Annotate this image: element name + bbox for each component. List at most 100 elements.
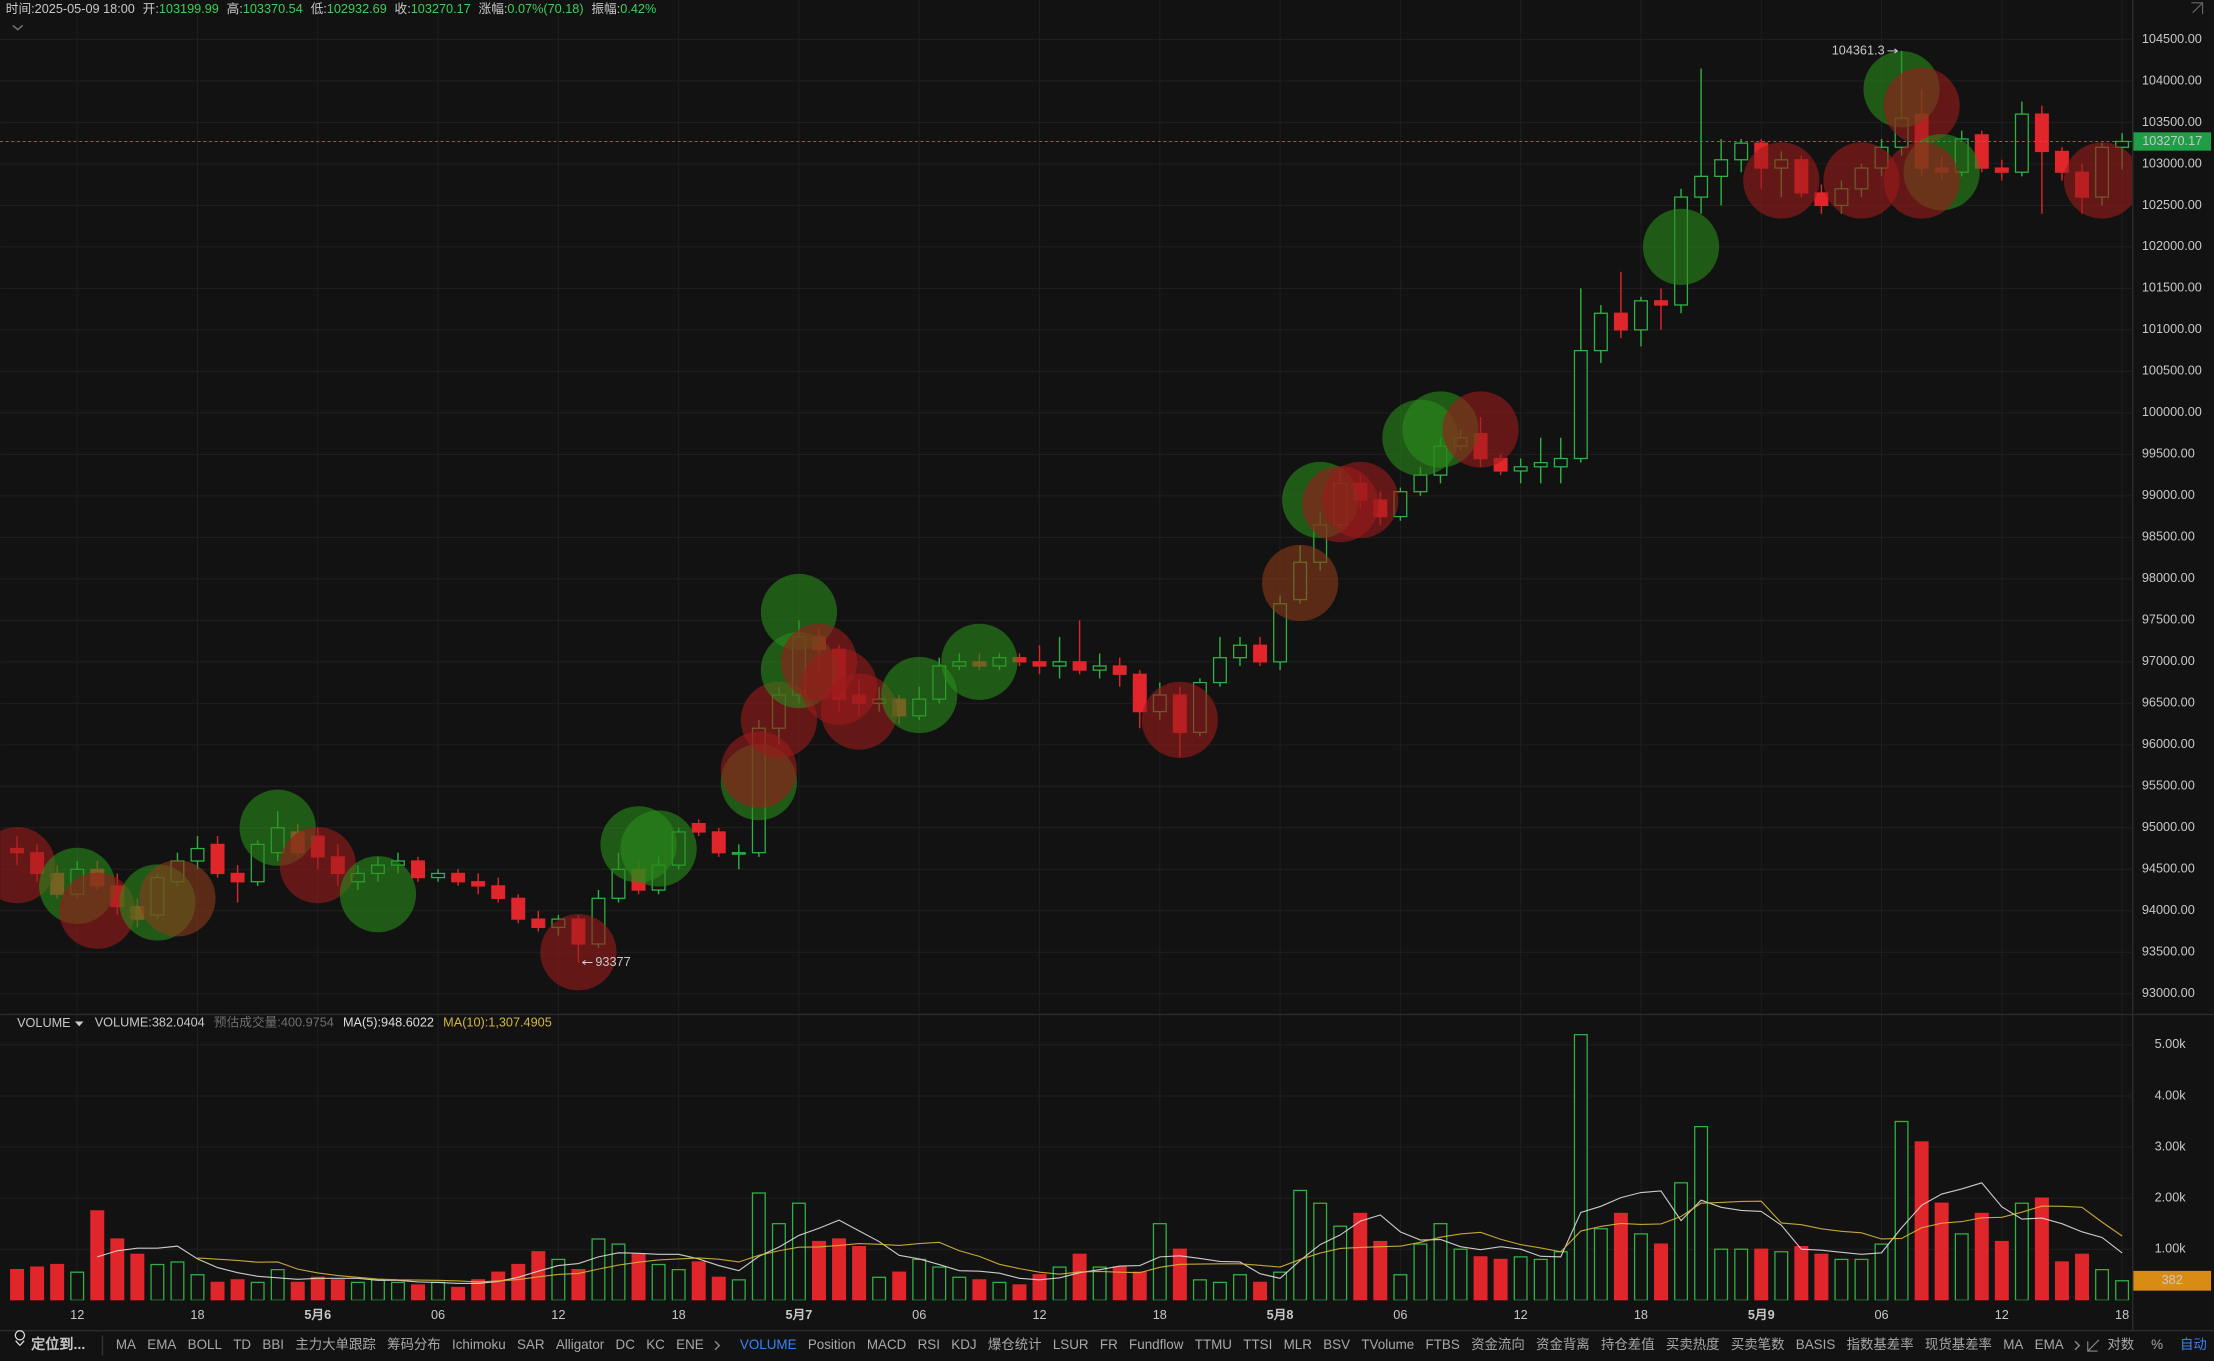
sub-indicator-tab[interactable]: TTMU [1195, 1337, 1232, 1352]
volume-bar [1834, 1258, 1849, 1301]
sub-indicator-tab[interactable]: 买卖笔数 [1731, 1337, 1785, 1352]
indicator-tab[interactable]: Alligator [556, 1337, 605, 1352]
sub-indicator-tab[interactable]: EMA [2035, 1337, 2064, 1352]
sub-indicator-tab[interactable]: BASIS [1796, 1337, 1836, 1352]
sub-indicator-tab[interactable]: LSUR [1053, 1337, 1089, 1352]
indicator-tab[interactable]: Ichimoku [452, 1337, 506, 1352]
volume-bar [811, 1240, 826, 1301]
sub-indicator-tab[interactable]: 爆仓统计 [988, 1337, 1042, 1352]
trade-bubble [2063, 142, 2132, 219]
indicator-tab[interactable]: KC [646, 1337, 665, 1352]
indicator-tab[interactable]: ENE [676, 1337, 704, 1352]
scale-option[interactable]: 自动 [2180, 1337, 2207, 1352]
dropdown-icon[interactable] [74, 1021, 84, 1027]
candle-body [1513, 466, 1528, 472]
x-tick-label: 06 [912, 1308, 926, 1322]
y-tick-label: 99500.00 [2142, 447, 2195, 461]
indicator-tab[interactable]: EMA [147, 1337, 176, 1352]
sub-indicator-tab[interactable]: Position [808, 1337, 856, 1352]
volume-bar [1152, 1223, 1167, 1301]
y-tick-label: 97000.00 [2142, 654, 2195, 668]
sub-indicator-tab[interactable]: MA [2003, 1337, 2023, 1352]
scale-option[interactable]: 对数 [2107, 1337, 2134, 1352]
candle-body [1112, 665, 1127, 675]
volume-bar [1694, 1125, 1709, 1301]
annotation-arrow [1887, 48, 1899, 54]
volume-bar [190, 1274, 205, 1301]
indicator-tab[interactable]: TD [233, 1337, 251, 1352]
low-value: 102932.69 [327, 2, 387, 16]
sub-indicator-tab[interactable]: MACD [867, 1337, 907, 1352]
indicator-tab[interactable]: BBI [262, 1337, 284, 1352]
y-tick-label: 103000.00 [2142, 156, 2202, 170]
volume-bar [130, 1253, 145, 1301]
locate-icon[interactable] [14, 1330, 26, 1346]
sub-indicator-tab[interactable]: BSV [1323, 1337, 1350, 1352]
sub-indicator-tab[interactable]: 现货基差率 [1925, 1336, 1992, 1352]
indicator-tab[interactable]: SAR [517, 1337, 545, 1352]
indicator-tab[interactable]: 筹码分布 [387, 1336, 441, 1352]
sub-indicator-tab[interactable]: FR [1100, 1337, 1118, 1352]
sub-indicator-tab[interactable]: RSI [918, 1337, 940, 1352]
candle-body [1613, 312, 1628, 331]
locate-button[interactable]: 定位到... [31, 1336, 85, 1352]
y-tick-label: 100500.00 [2142, 364, 2202, 378]
volume-bar [972, 1279, 987, 1301]
y-tick-label: 93500.00 [2142, 945, 2195, 959]
scale-option[interactable]: % [2151, 1337, 2163, 1352]
candle-body [711, 831, 726, 854]
y-tick-label: 96000.00 [2142, 737, 2195, 751]
indicator-tab[interactable]: DC [616, 1337, 636, 1352]
indicator-tab[interactable]: BOLL [188, 1337, 223, 1352]
annotation-arrow [581, 959, 593, 966]
volume-indicator-name[interactable]: VOLUME [17, 1016, 71, 1030]
trade-bubble [1262, 544, 1339, 622]
candle-body [471, 881, 486, 887]
ma10-legend: MA(10):1,307.4905 [443, 1016, 552, 1030]
sub-indicator-tab[interactable]: 指数基差率 [1847, 1336, 1914, 1352]
sub-indicator-tab[interactable]: KDJ [951, 1337, 976, 1352]
time: 2025-05-09 18:00 [35, 2, 135, 16]
sub-indicator-tab[interactable]: 资金流向 [1471, 1337, 1525, 1352]
volume-bar [1654, 1243, 1668, 1301]
close-value: 103270.17 [411, 2, 471, 16]
scroll-chevron[interactable] [2074, 1340, 2081, 1351]
volume-bar [1553, 1251, 1568, 1301]
sub-indicator-tab[interactable]: 资金背离 [1536, 1336, 1590, 1352]
candle-body [1413, 474, 1428, 493]
sub-indicator-tab[interactable]: VOLUME [740, 1337, 797, 1352]
sub-indicator-tab[interactable]: 买卖热度 [1666, 1337, 1720, 1352]
volume-bar [651, 1263, 666, 1301]
scroll-chevron[interactable] [714, 1340, 721, 1351]
change-label: 涨幅: [479, 2, 508, 16]
sub-indicator-tab[interactable]: 持仓差值 [1601, 1337, 1655, 1352]
volume-bar [1192, 1279, 1207, 1301]
low-annotation: 93377 [595, 955, 630, 969]
volume-bar [1333, 1225, 1348, 1301]
indicator-tab[interactable]: MA [116, 1337, 136, 1352]
sub-indicator-tab[interactable]: Fundflow [1129, 1337, 1184, 1352]
candle-body [1734, 142, 1749, 161]
sub-indicator-tab[interactable]: FTBS [1426, 1337, 1460, 1352]
candle-body [1593, 312, 1608, 352]
volume-bar [1513, 1256, 1528, 1301]
candle-body [491, 885, 506, 899]
trade-bubble [881, 656, 958, 734]
indicator-tab[interactable]: 主力大单跟踪 [295, 1337, 375, 1352]
volume-bar [1253, 1281, 1268, 1301]
x-tick-label: 5月7 [786, 1308, 813, 1322]
volume-tick-label: 5.00k [2155, 1037, 2187, 1051]
expand-icon[interactable] [2191, 2, 2204, 15]
volume-bar [1052, 1266, 1067, 1301]
volume-bar [30, 1266, 45, 1301]
collapse-icon[interactable] [12, 24, 24, 31]
edit-icon[interactable] [2087, 1339, 2100, 1352]
volume-bar [1914, 1141, 1929, 1301]
candle-body [1533, 462, 1548, 468]
sub-indicator-tab[interactable]: TVolume [1361, 1337, 1414, 1352]
trade-bubble [1823, 142, 1900, 219]
volume-bar [310, 1276, 325, 1301]
sub-indicator-tab[interactable]: TTSI [1243, 1337, 1272, 1352]
volume-bar [1613, 1212, 1628, 1301]
sub-indicator-tab[interactable]: MLR [1284, 1337, 1313, 1352]
